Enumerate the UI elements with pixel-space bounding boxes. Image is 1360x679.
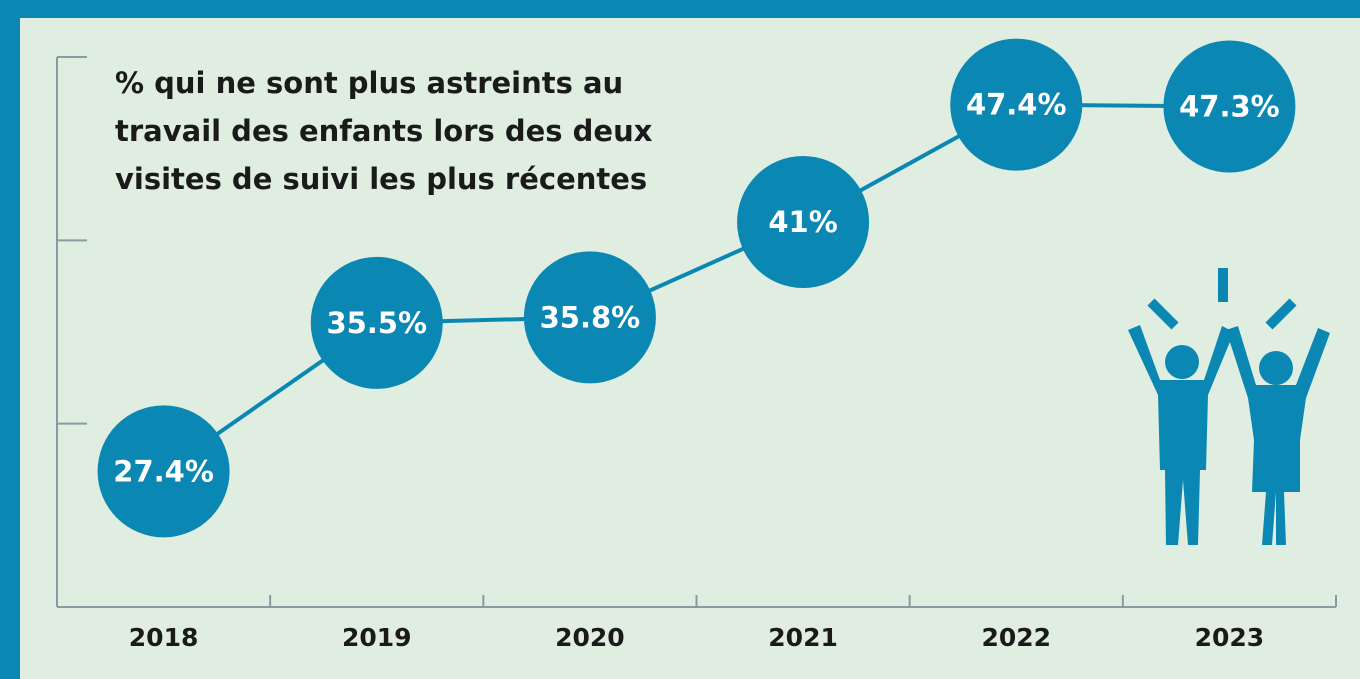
x-tick-label: 2018 [129, 623, 199, 652]
value-label: 47.3% [1179, 90, 1280, 124]
person-head [1259, 351, 1293, 385]
x-tick-label: 2019 [342, 623, 412, 652]
chart-title: % qui ne sont plus astreints au travail … [115, 66, 663, 196]
title-line: % qui ne sont plus astreints au [115, 66, 623, 100]
x-tick-label: 2023 [1195, 623, 1265, 652]
value-label: 35.8% [540, 300, 641, 334]
spark [1218, 268, 1228, 302]
x-tick-label: 2021 [768, 623, 838, 652]
page: % qui ne sont plus astreints au travail … [0, 0, 1360, 679]
title-line: travail des enfants lors des deux [115, 114, 653, 148]
x-tick-label: 2020 [555, 623, 625, 652]
value-label: 47.4% [966, 88, 1067, 122]
value-label: 41% [768, 205, 837, 239]
value-label: 27.4% [113, 454, 214, 488]
person-head [1165, 345, 1199, 379]
title-line: visites de suivi les plus récentes [115, 162, 647, 196]
chart: % qui ne sont plus astreints au travail … [0, 0, 1360, 679]
value-label: 35.5% [326, 306, 427, 340]
x-tick-label: 2022 [981, 623, 1051, 652]
